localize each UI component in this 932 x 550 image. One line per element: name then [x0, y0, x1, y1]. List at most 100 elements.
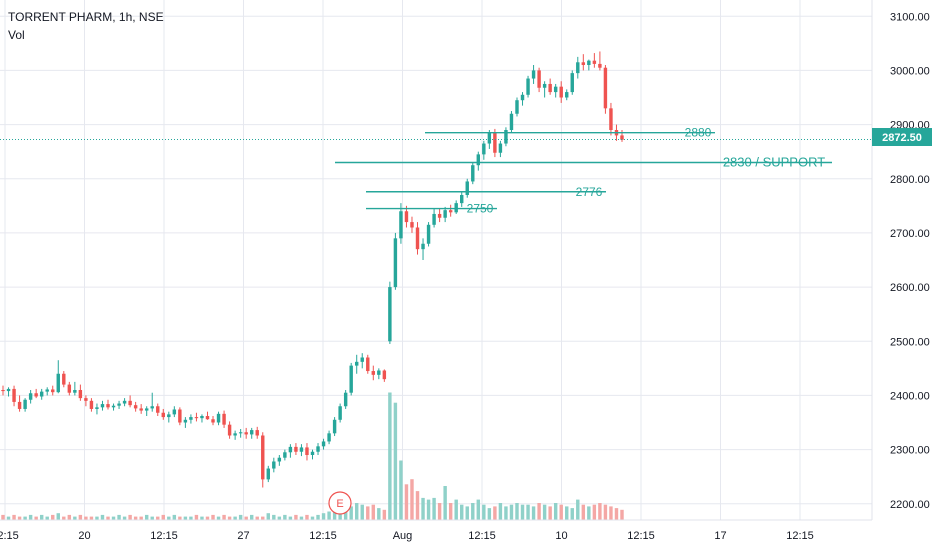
volume-bar — [23, 516, 27, 520]
price-tick-label: 3000.00 — [890, 65, 930, 77]
volume-bar — [460, 504, 464, 520]
volume-bar — [382, 509, 387, 520]
volume-bar — [122, 516, 127, 520]
candle-body — [338, 406, 342, 420]
volume-bar — [598, 503, 602, 520]
volume-bar — [249, 514, 254, 520]
candle-body — [45, 389, 49, 392]
volume-bar — [454, 499, 458, 520]
candle-body — [410, 222, 414, 228]
candle-body — [421, 243, 425, 250]
volume-bar — [371, 504, 376, 520]
horizontal-lines: 2880 2830 / SUPPORT 2776 2750 — [335, 126, 832, 216]
candle-body — [327, 433, 331, 442]
candle-body — [84, 398, 88, 401]
volume-bar — [542, 504, 547, 520]
volume-bar — [28, 514, 33, 520]
event-marker[interactable]: E — [328, 491, 352, 515]
volume-bar — [183, 516, 188, 520]
volume-bar — [437, 503, 442, 520]
volume-bar — [570, 508, 574, 520]
candle-body — [111, 405, 116, 408]
price-tick-label: 2800.00 — [890, 174, 930, 186]
candle-body — [465, 181, 469, 195]
candle-body — [515, 100, 519, 114]
price-tick-label: 2500.00 — [890, 336, 930, 348]
volume-bar — [426, 499, 431, 520]
volume-bar — [327, 511, 331, 520]
candle-body — [6, 388, 11, 392]
volume-bar — [100, 514, 105, 520]
candle-body — [1, 390, 5, 392]
candle-body — [454, 203, 458, 213]
volume-bar — [227, 516, 232, 520]
volume-bar — [366, 506, 370, 520]
candle-body — [609, 108, 613, 130]
candle-body — [471, 165, 475, 182]
volume-bar — [410, 479, 414, 520]
volume-bar — [222, 514, 226, 520]
volume-bars — [1, 392, 624, 520]
volume-bar — [515, 503, 519, 520]
time-axis[interactable]: 12:15 20 12:15 27 12:15 Aug 12:15 10 12:15 17 12:1… — [0, 519, 932, 550]
candle-body — [106, 404, 110, 408]
volume-bar — [67, 514, 72, 520]
candle-body — [493, 132, 497, 153]
volume-bar — [261, 516, 265, 520]
time-tick-label: 12:15 — [627, 530, 655, 542]
volume-bar — [316, 514, 320, 520]
candle-body — [482, 143, 486, 155]
volume-bar — [51, 514, 55, 520]
volume-bar — [161, 514, 165, 520]
candle-body — [476, 154, 481, 166]
candle-body — [565, 92, 569, 98]
last-price-badge: 2872.50 — [872, 128, 932, 146]
volume-bar — [377, 508, 381, 520]
candle-body — [316, 446, 320, 452]
volume-bar — [128, 514, 132, 520]
candle-body — [426, 224, 431, 244]
candle-body — [172, 409, 177, 415]
volume-bar — [150, 516, 154, 520]
candle-body — [161, 412, 165, 418]
time-tick-label: 20 — [78, 530, 90, 542]
volume-bar — [106, 516, 110, 520]
volume-bar — [465, 506, 469, 520]
candle-body — [360, 357, 364, 362]
volume-bar — [487, 508, 492, 520]
volume-bar — [238, 514, 243, 520]
candle-body — [581, 62, 586, 65]
price-tick-label: 2600.00 — [890, 282, 930, 294]
candle-body — [189, 417, 193, 420]
volume-bar — [255, 516, 259, 520]
candle-body — [39, 391, 44, 397]
volume-bar — [6, 516, 11, 520]
candle-body — [238, 432, 243, 434]
candle-body — [211, 419, 215, 423]
candle-body — [371, 371, 376, 375]
candle-body — [576, 62, 580, 74]
price-axis[interactable]: 3100.003000.002900.002800.002700.002600.… — [871, 0, 932, 520]
symbol-title: TORRENT PHARM, 1h, NSE — [8, 10, 164, 24]
volume-bar — [178, 516, 182, 520]
candle-body — [343, 392, 348, 407]
candle-body — [17, 401, 22, 409]
candle-body — [156, 406, 160, 413]
volume-bar — [211, 514, 215, 520]
chart-legend: TORRENT PHARM, 1h, NSE Vol — [8, 8, 164, 44]
volume-bar — [620, 509, 624, 520]
candle-body — [531, 70, 536, 79]
candle-body — [255, 430, 259, 436]
volume-bar — [78, 514, 83, 520]
volume-bar — [565, 506, 569, 520]
candle-body — [437, 213, 442, 218]
candle-body — [487, 132, 492, 144]
candle-body — [382, 370, 387, 380]
volume-bar — [526, 504, 530, 520]
volume-bar — [531, 506, 536, 520]
volume-bar — [559, 504, 563, 520]
price-tick-label: 2300.00 — [890, 445, 930, 457]
volume-bar — [321, 513, 326, 520]
volume-bar — [355, 503, 359, 520]
